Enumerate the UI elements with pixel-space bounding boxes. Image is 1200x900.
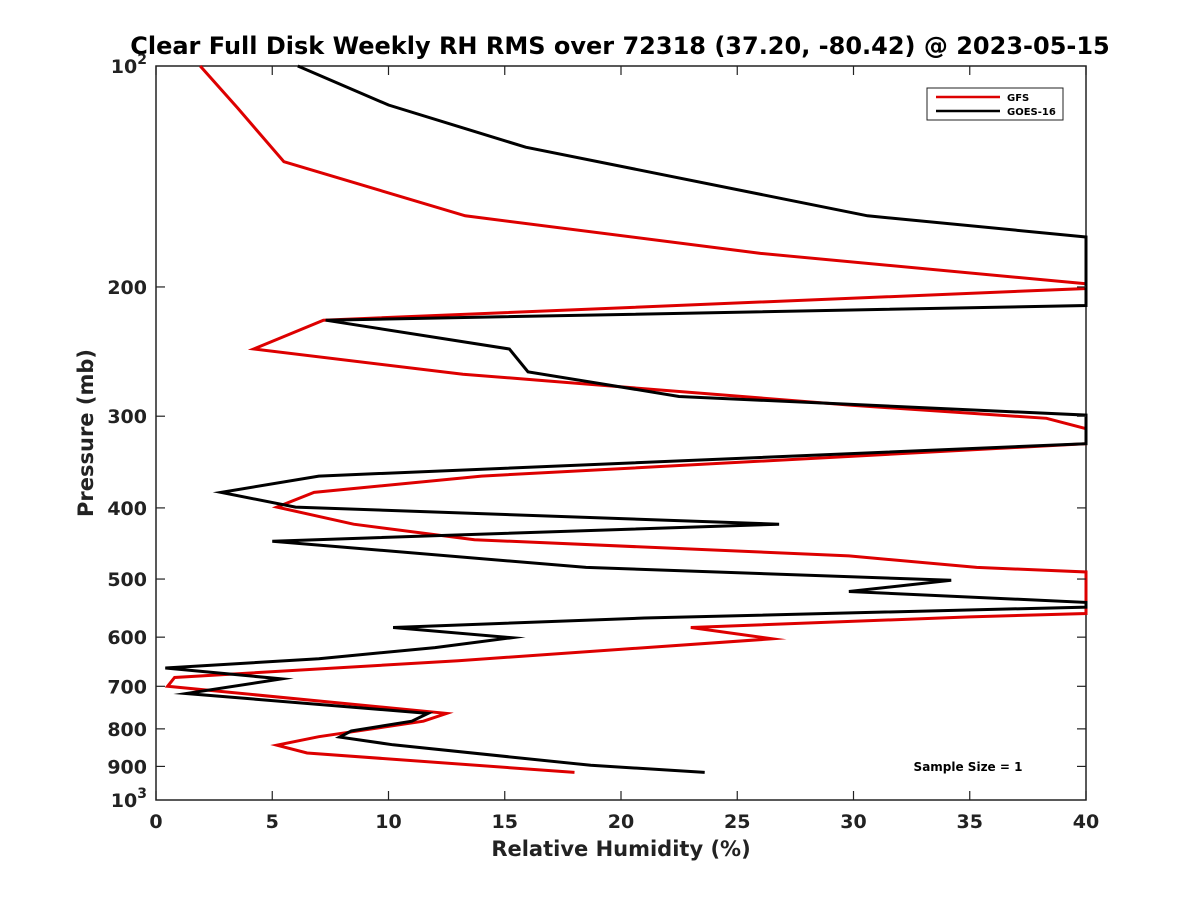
plot-frame xyxy=(155,65,1087,801)
series-line-goes-16 xyxy=(165,64,1088,774)
x-tick-label: 5 xyxy=(266,811,279,833)
y-tick-label: 500 xyxy=(107,569,147,591)
x-tick-label: 0 xyxy=(149,811,162,833)
chart-title: Clear Full Disk Weekly RH RMS over 72318… xyxy=(130,32,1110,60)
y-axis-label: Pressure (mb) xyxy=(74,349,98,517)
y-tick-label: 103 xyxy=(111,786,147,812)
x-tick-label: 15 xyxy=(492,811,518,833)
y-tick-label: 200 xyxy=(107,277,147,299)
legend: GFS GOES-16 xyxy=(926,87,1064,121)
x-tick-label: 35 xyxy=(957,811,983,833)
y-tick-label: 400 xyxy=(107,498,147,520)
sample-size-annotation: Sample Size = 1 xyxy=(914,760,1023,774)
y-tick-label: 102 xyxy=(111,52,147,78)
y-tick-label: 600 xyxy=(107,627,147,649)
y-tick-label: 900 xyxy=(107,756,147,778)
x-tick-label: 40 xyxy=(1073,811,1099,833)
legend-box xyxy=(926,87,1064,121)
x-tick-label: 20 xyxy=(608,811,634,833)
x-tick-label: 30 xyxy=(840,811,866,833)
y-tick-label: 700 xyxy=(107,676,147,698)
x-tick-label: 25 xyxy=(724,811,750,833)
y-tick-label: 300 xyxy=(107,406,147,428)
plot-area: 0 5 10 15 20 25 30 35 40 102 200 300 400 500 600 700 80… xyxy=(107,52,1099,833)
y-axis-ticks: 102 200 300 400 500 600 700 800 900 103 xyxy=(107,52,1086,812)
x-axis-ticks: 0 5 10 15 20 25 30 35 40 xyxy=(149,66,1099,833)
legend-label-goes-16: GOES-16 xyxy=(1007,107,1056,118)
series-layer xyxy=(164,64,1088,774)
legend-label-gfs: GFS xyxy=(1007,93,1029,104)
y-tick-label: 800 xyxy=(107,719,147,741)
x-tick-label: 10 xyxy=(375,811,401,833)
series-line-gfs xyxy=(164,65,1088,774)
x-axis-label: Relative Humidity (%) xyxy=(491,837,750,861)
